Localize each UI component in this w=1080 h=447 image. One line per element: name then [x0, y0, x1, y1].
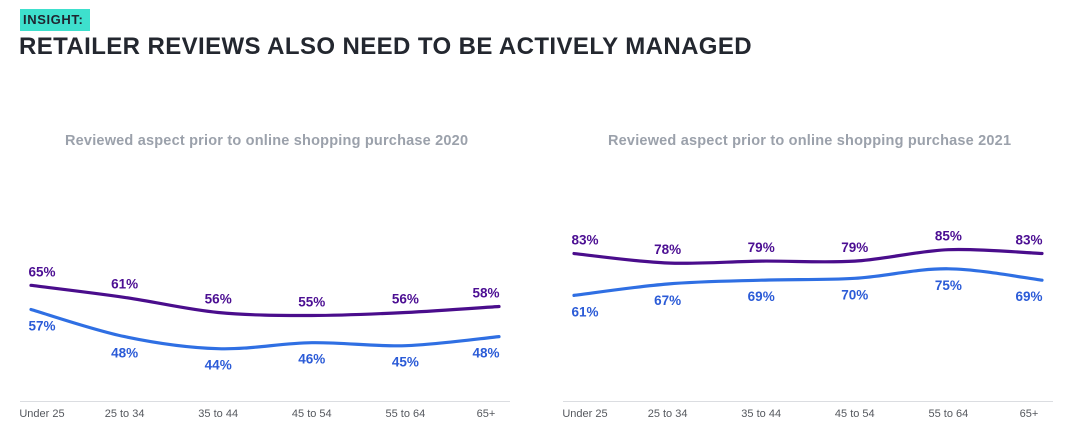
x-tick-label: 25 to 34	[647, 408, 688, 420]
data-label-blue: 69%	[748, 289, 775, 304]
series-line-purple	[29, 283, 501, 318]
x-tick-label: Under 25	[562, 408, 608, 420]
x-tick-label: 45 to 54	[834, 408, 875, 420]
data-label-purple: 58%	[472, 285, 499, 300]
x-axis-line	[563, 401, 1053, 402]
chart-panel-2021: Reviewed aspect prior to online shopping…	[562, 0, 1053, 447]
data-label-purple: 56%	[392, 292, 419, 307]
data-label-blue: 44%	[205, 358, 232, 373]
x-tick-label: 45 to 54	[291, 408, 332, 420]
data-label-purple: 55%	[298, 295, 325, 310]
x-tick-label: 65+	[1019, 408, 1039, 420]
page-title: RETAILER REVIEWS ALSO NEED TO BE ACTIVEL…	[19, 33, 753, 60]
series-line-blue	[572, 267, 1044, 297]
chart-panel-2020: Reviewed aspect prior to online shopping…	[19, 0, 510, 447]
data-label-purple: 56%	[205, 292, 232, 307]
data-label-blue: 70%	[841, 287, 868, 302]
x-tick-label: 25 to 34	[104, 408, 145, 420]
line-chart-2021: 83% 78% 79% 79% 85% 83% 61% 67% 69% 70% 75% 69%	[571, 229, 1044, 319]
series-line-purple	[572, 247, 1044, 265]
line-chart-2020: 65% 61% 56% 55% 56% 58% 57% 48% 44% 46% 45% 48%	[28, 264, 501, 373]
x-axis-tick-row: Under 25 25 to 34 35 to 44 45 to 54 55 to 64…	[19, 408, 510, 424]
data-label-purple: 83%	[571, 233, 598, 248]
series-line-blue	[29, 307, 501, 351]
data-label-purple: 65%	[28, 264, 55, 279]
data-label-blue: 57%	[28, 318, 55, 333]
data-label-purple: 85%	[935, 229, 962, 244]
data-label-blue: 61%	[571, 304, 598, 319]
data-label-purple: 79%	[748, 240, 775, 255]
x-axis-tick-row: Under 25 25 to 34 35 to 44 45 to 54 55 to 64…	[562, 408, 1053, 424]
data-label-blue: 46%	[298, 352, 325, 367]
data-label-purple: 78%	[654, 242, 681, 257]
x-tick-label: 35 to 44	[198, 408, 239, 420]
data-label-blue: 69%	[1015, 289, 1042, 304]
chart-title-2020: Reviewed aspect prior to online shopping…	[65, 133, 469, 149]
data-label-purple: 61%	[111, 276, 138, 291]
x-tick-label: 35 to 44	[741, 408, 782, 420]
data-label-blue: 75%	[935, 278, 962, 293]
x-tick-label: 55 to 64	[928, 408, 969, 420]
x-tick-label: Under 25	[19, 408, 65, 420]
insight-eyebrow: INSIGHT:	[20, 9, 91, 31]
data-label-blue: 48%	[472, 346, 499, 361]
chart-title-2021: Reviewed aspect prior to online shopping…	[608, 133, 1012, 149]
data-label-blue: 45%	[392, 355, 419, 370]
x-tick-label: 65+	[476, 408, 496, 420]
data-label-purple: 83%	[1015, 233, 1042, 248]
x-axis-line	[20, 401, 510, 402]
data-label-blue: 48%	[111, 346, 138, 361]
data-label-purple: 79%	[841, 240, 868, 255]
data-label-blue: 67%	[654, 293, 681, 308]
x-tick-label: 55 to 64	[385, 408, 426, 420]
